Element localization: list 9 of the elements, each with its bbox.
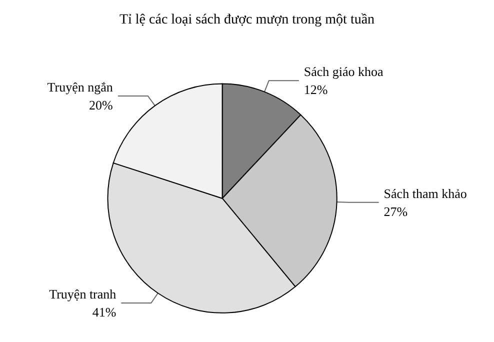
slice-label: Truyện tranh: [49, 286, 117, 302]
slice-label: Sách tham khảo: [384, 186, 467, 201]
data-label: 12%: [304, 82, 328, 98]
slice-label: Truyện ngắn: [47, 79, 114, 94]
data-label: 20%: [89, 97, 114, 112]
data-label: 41%: [92, 304, 116, 320]
chart-title: Tỉ lệ các loại sách được mượn trong một tuần: [119, 12, 375, 28]
slice-label: Sách giáo khoa: [304, 64, 384, 80]
data-label: 27%: [384, 204, 408, 219]
